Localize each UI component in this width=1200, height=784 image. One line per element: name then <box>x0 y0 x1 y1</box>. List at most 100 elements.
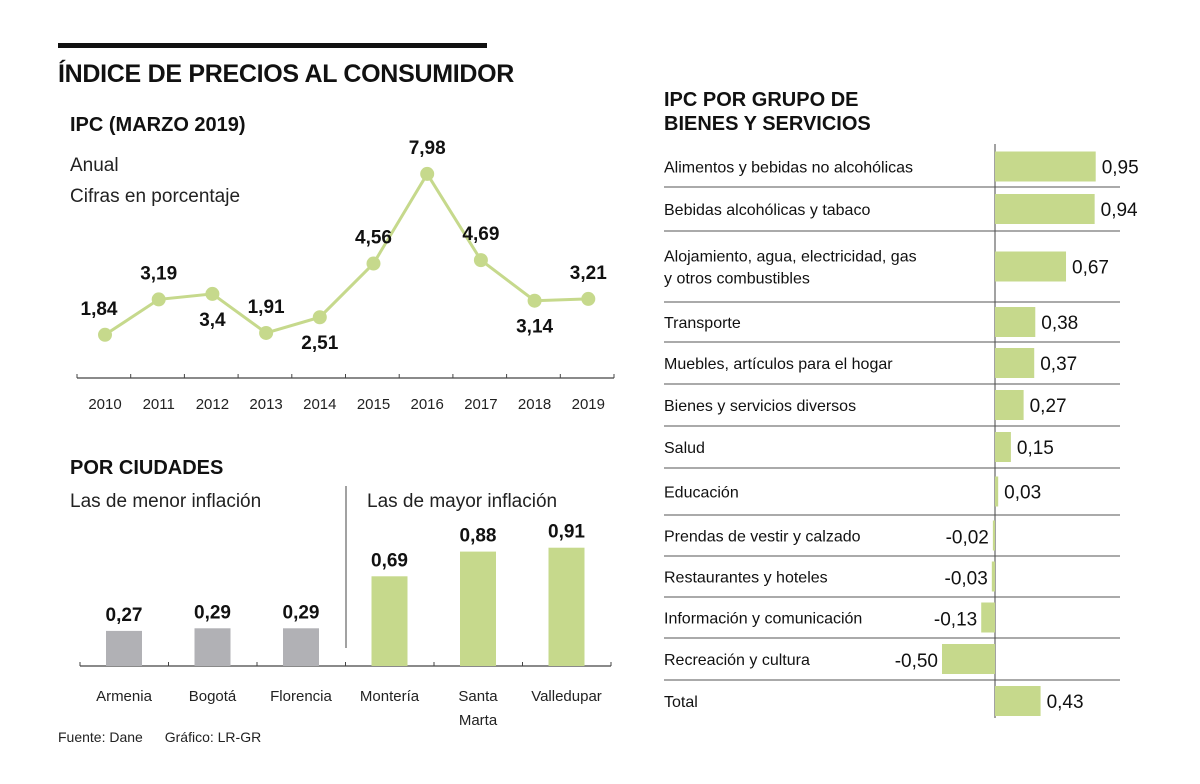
data-point-2016 <box>420 166 435 181</box>
city-bar-montería <box>371 576 408 666</box>
city-value-label: 0,29 <box>194 602 231 623</box>
data-point-2019 <box>581 291 596 306</box>
group-value-label: 0,03 <box>1004 483 1041 504</box>
group-bar <box>991 561 995 592</box>
group-value-label: 0,15 <box>1017 438 1054 459</box>
group-value-label: 0,27 <box>1030 396 1067 417</box>
city-name-label: Marta <box>459 712 498 729</box>
credit-note: Gráfico: LR-GR <box>164 729 262 745</box>
group-bar <box>995 151 1096 182</box>
city-value-label: 0,88 <box>460 526 497 547</box>
group-category-label: Prendas de vestir y calzado <box>664 529 861 546</box>
data-point-2011 <box>151 292 166 307</box>
group-value-label: 0,95 <box>1102 158 1139 179</box>
group-bar <box>942 644 995 674</box>
group-bar <box>995 390 1024 420</box>
city-name-label: Valledupar <box>531 688 602 705</box>
data-label-2019: 3,21 <box>570 263 607 284</box>
group-bar <box>995 307 1036 337</box>
data-label-2016: 7,98 <box>409 138 446 159</box>
group-category-label: Información y comunicación <box>664 611 862 628</box>
data-point-2010 <box>98 327 112 342</box>
x-tick-label: 2014 <box>303 396 336 413</box>
data-point-2015 <box>366 256 381 271</box>
city-value-label: 0,29 <box>283 602 320 623</box>
data-point-2017 <box>473 253 488 268</box>
group-value-label: 0,37 <box>1040 354 1077 375</box>
group-category-label: Salud <box>664 440 705 457</box>
group-category-label: Alojamiento, agua, electricidad, gas <box>664 249 917 266</box>
city-group-low-label: Las de menor inflación <box>70 491 262 512</box>
group-category-label: Restaurantes y hoteles <box>664 570 828 587</box>
data-point-2013 <box>259 325 274 340</box>
city-bar-valledupar <box>548 547 585 666</box>
group-bar <box>995 194 1095 224</box>
group-category-label: Bienes y servicios diversos <box>664 398 856 415</box>
group-category-label: Educación <box>664 485 739 502</box>
city-chart-title: POR CIUDADES <box>70 457 224 479</box>
group-chart-title: IPC POR GRUPO DE BIENES Y SERVICIOS <box>664 88 871 136</box>
group-value-label: 0,43 <box>1047 692 1084 713</box>
x-tick-label: 2016 <box>411 396 444 413</box>
data-label-2013: 1,91 <box>248 297 285 318</box>
group-category-label: Bebidas alcohólicas y tabaco <box>664 202 870 219</box>
city-bar-chart: 0,27 Armenia 0,29 Bogotá 0,29 Florencia 0,69 Mo… <box>79 486 612 729</box>
x-tick-label: 2012 <box>196 396 229 413</box>
group-bar <box>992 520 995 551</box>
line-chart: 1,84 2010 3,19 2011 3,4 2012 1,91 2013 2,51 2014 4… <box>76 138 615 413</box>
group-value-label: 0,38 <box>1041 313 1078 334</box>
city-bar-florencia <box>283 628 319 666</box>
group-category-label: y otros combustibles <box>664 271 810 288</box>
city-value-label: 0,91 <box>548 522 585 543</box>
group-category-label: Recreación y cultura <box>664 652 810 669</box>
group-bar <box>995 476 999 507</box>
city-name-label: Santa <box>458 688 498 705</box>
page-title: ÍNDICE DE PRECIOS AL CONSUMIDOR <box>58 60 515 88</box>
ipc-series-line <box>104 171 589 337</box>
city-bar-santa-marta <box>460 551 496 666</box>
data-label-2017: 4,69 <box>462 224 499 245</box>
footer: Fuente: Dane Gráfico: LR-GR <box>58 729 279 745</box>
city-bar-armenia <box>106 630 142 666</box>
group-value-label: 0,94 <box>1101 200 1138 221</box>
data-point-2014 <box>312 310 327 325</box>
x-tick-label: 2017 <box>464 396 497 413</box>
group-value-label: -0,03 <box>945 569 988 590</box>
data-point-2018 <box>527 293 542 308</box>
city-value-label: 0,69 <box>371 550 408 571</box>
data-label-2015: 4,56 <box>355 228 392 249</box>
x-tick-label: 2013 <box>249 396 282 413</box>
group-bar <box>995 348 1035 378</box>
group-value-label: -0,02 <box>946 528 989 549</box>
group-value-label: -0,13 <box>934 610 977 631</box>
data-label-2018: 3,14 <box>516 317 553 338</box>
city-value-label: 0,27 <box>106 605 143 626</box>
group-bar-chart: Alimentos y bebidas no alcohólicas 0,95 Be… <box>664 144 1139 718</box>
data-label-2014: 2,51 <box>301 333 338 354</box>
group-bar <box>995 686 1041 716</box>
group-bar <box>981 602 995 633</box>
city-name-label: Florencia <box>270 688 332 705</box>
x-tick-label: 2019 <box>572 396 605 413</box>
group-bar <box>995 251 1067 282</box>
x-tick-label: 2011 <box>143 396 175 413</box>
line-chart-title: IPC (MARZO 2019) <box>70 114 246 136</box>
group-chart-title-line1: IPC POR GRUPO DE <box>664 89 859 111</box>
title-rule <box>58 43 487 48</box>
x-tick-label: 2015 <box>357 396 390 413</box>
group-category-label: Alimentos y bebidas no alcohólicas <box>664 160 913 177</box>
group-chart-title-line2: BIENES Y SERVICIOS <box>664 113 871 135</box>
city-name-label: Montería <box>360 688 420 705</box>
line-chart-note-units: Cifras en porcentaje <box>70 186 241 207</box>
x-tick-label: 2018 <box>518 396 551 413</box>
data-label-2012: 3,4 <box>199 310 226 331</box>
group-value-label: 0,67 <box>1072 258 1109 279</box>
data-point-2012 <box>205 286 220 301</box>
group-category-label: Muebles, artículos para el hogar <box>664 356 893 373</box>
group-category-label: Total <box>664 694 698 711</box>
line-chart-note-annual: Anual <box>70 155 119 176</box>
x-tick-label: 2010 <box>88 396 121 413</box>
group-category-label: Transporte <box>664 315 741 332</box>
group-bar <box>995 432 1011 462</box>
